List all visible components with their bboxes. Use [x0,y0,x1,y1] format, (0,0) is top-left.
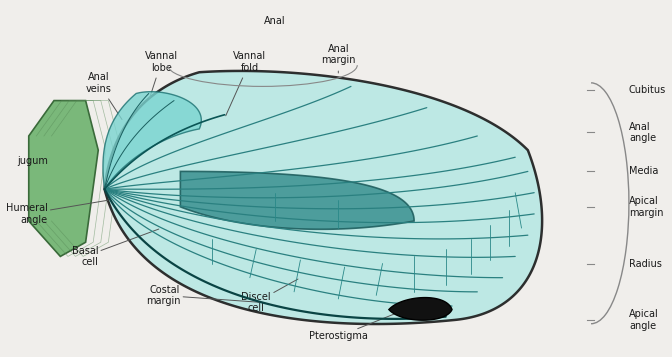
Text: Humeral
angle: Humeral angle [6,200,108,225]
Text: Radius: Radius [629,258,662,268]
Text: Media: Media [629,166,659,176]
Text: Discel
cell: Discel cell [241,279,298,313]
Text: Anal: Anal [264,16,286,26]
Text: Pterostigma: Pterostigma [309,307,411,341]
Polygon shape [103,92,202,189]
Text: Apical
angle: Apical angle [629,310,659,331]
Text: Vannal
lobe: Vannal lobe [145,51,178,98]
Polygon shape [105,71,542,324]
Polygon shape [180,171,414,229]
Text: Basal
cell: Basal cell [72,229,159,267]
Text: Anal
veins: Anal veins [85,72,122,120]
Polygon shape [29,101,98,256]
Text: Apical
margin: Apical margin [629,196,663,218]
Text: Costal
margin: Costal margin [146,285,259,306]
Text: Vannal
fold: Vannal fold [226,51,266,116]
Text: Anal
angle: Anal angle [629,122,656,143]
Text: Anal
margin: Anal margin [321,44,355,73]
Polygon shape [389,298,452,320]
Text: Cubitus: Cubitus [629,85,666,95]
Text: jugum: jugum [17,156,48,166]
